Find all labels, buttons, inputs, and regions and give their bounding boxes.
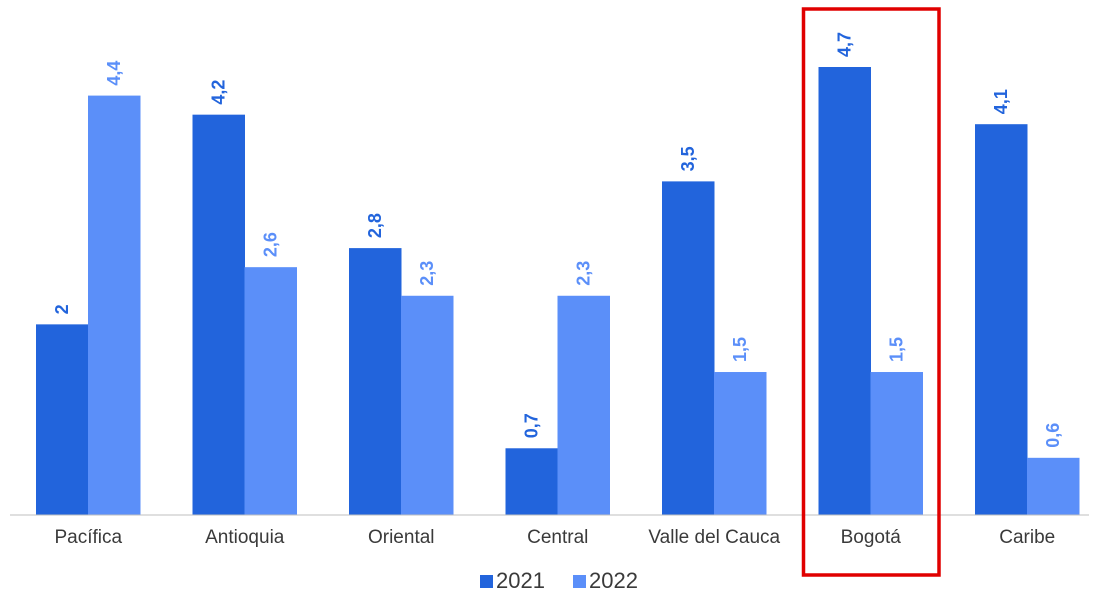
legend: 2021 2022: [480, 568, 638, 592]
value-label-2021-4: 3,5: [678, 146, 698, 171]
bar-2021-5: [818, 67, 871, 515]
value-label-2021-6: 4,1: [991, 89, 1011, 114]
category-label-6: Caribe: [999, 527, 1055, 548]
bar-2021-2: [349, 248, 402, 515]
bar-2022-1: [244, 267, 297, 515]
value-labels-layer: 2 4,4 4,2 2,6 2,8 2,3 0,7 2,3 3,5 1,5 4,7 1,5 4,1 0,6: [52, 32, 1063, 448]
value-label-2022-6: 0,6: [1043, 423, 1063, 448]
bar-2021-3: [505, 448, 558, 515]
value-label-2022-5: 1,5: [887, 337, 907, 362]
legend-label-2021: 2021: [496, 568, 545, 592]
bar-2021-1: [192, 114, 245, 515]
highlight-box: [801, 7, 941, 577]
category-label-3: Central: [527, 527, 588, 548]
bar-2021-0: [36, 324, 89, 515]
category-label-0: Pacífica: [54, 527, 122, 548]
value-label-2021-1: 4,2: [209, 80, 229, 105]
legend-swatch-2021: [480, 575, 493, 588]
category-label-4: Valle del Cauca: [648, 527, 780, 548]
value-label-2022-1: 2,6: [261, 232, 281, 257]
bar-2021-6: [975, 124, 1028, 515]
legend-swatch-2022: [573, 575, 586, 588]
value-label-2022-0: 4,4: [104, 61, 124, 86]
legend-label-2022: 2022: [589, 568, 638, 592]
value-label-2021-5: 4,7: [835, 32, 855, 57]
value-label-2021-2: 2,8: [365, 213, 385, 238]
category-label-5: Bogotá: [841, 527, 902, 548]
value-label-2021-3: 0,7: [522, 413, 542, 438]
category-label-2: Oriental: [368, 527, 435, 548]
value-label-2022-2: 2,3: [417, 261, 437, 286]
bar-2022-6: [1027, 457, 1080, 515]
category-label-1: Antioquia: [205, 527, 285, 548]
value-label-2022-4: 1,5: [730, 337, 750, 362]
bar-2021-4: [662, 181, 715, 515]
value-label-2021-0: 2: [52, 304, 72, 314]
value-label-2022-3: 2,3: [574, 261, 594, 286]
bar-2022-3: [557, 295, 610, 515]
bar-2022-4: [714, 372, 767, 515]
bar-2022-0: [88, 95, 141, 516]
category-labels-layer: Pacífica Antioquia Oriental Central Valle de…: [54, 527, 1055, 548]
bar-2022-5: [870, 372, 923, 515]
bar-2022-2: [401, 295, 454, 515]
bars-layer: [36, 67, 1080, 516]
